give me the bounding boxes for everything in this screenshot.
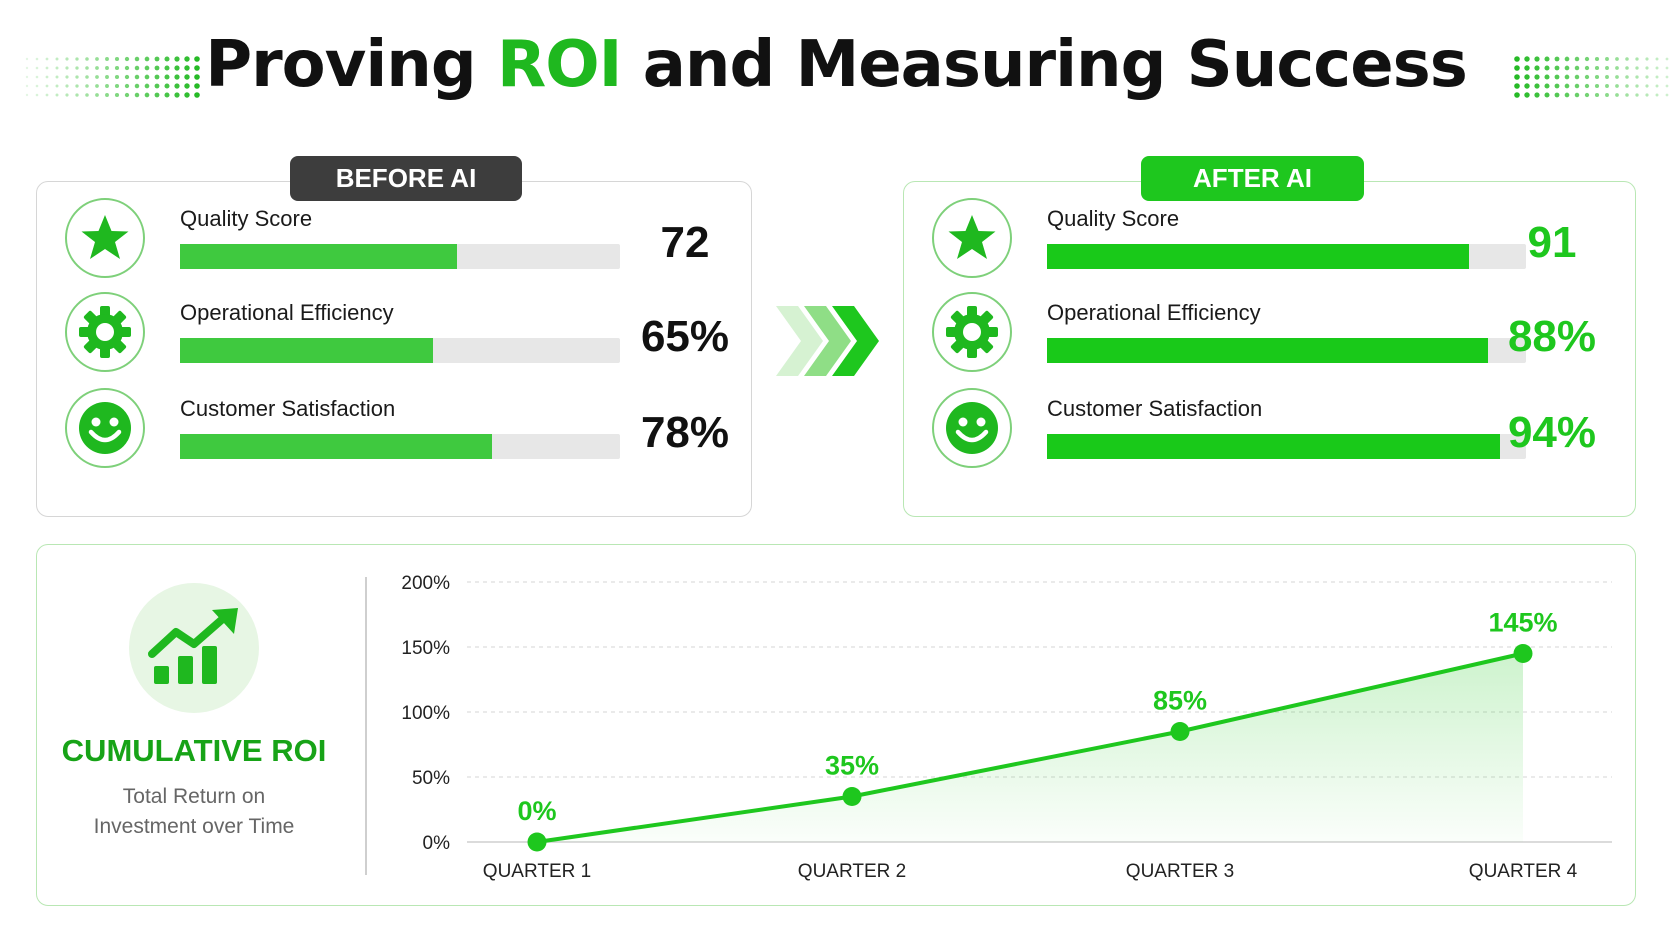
roi-title: CUMULATIVE ROI	[61, 733, 327, 768]
data-label: 35%	[825, 751, 879, 781]
gear-icon	[65, 292, 145, 372]
y-tick-label: 150%	[401, 638, 450, 659]
data-point	[527, 832, 547, 852]
metric-row: Operational Efficiency 88%	[904, 292, 1635, 382]
customer-satisfaction-label: Customer Satisfaction	[1047, 396, 1263, 421]
after-panel: Quality Score 91 Operational Efficiency 88%…	[903, 181, 1636, 517]
roi-divider	[365, 577, 367, 875]
metric-row: Customer Satisfaction 94%	[904, 388, 1635, 478]
quality-score-bar-fill	[1047, 244, 1469, 269]
smiley-icon	[65, 388, 145, 468]
metric-row: Quality Score 72	[37, 198, 751, 288]
operational-efficiency-value: 88%	[1507, 312, 1597, 361]
smiley-icon	[932, 388, 1012, 468]
customer-satisfaction-value: 94%	[1507, 408, 1597, 457]
dot-pattern-left	[25, 56, 200, 98]
quality-score-bar	[180, 244, 620, 269]
quality-score-value: 91	[1527, 218, 1577, 267]
quality-score-label: Quality Score	[1047, 206, 1180, 231]
customer-satisfaction-bar-fill	[180, 434, 493, 459]
operational-efficiency-label: Operational Efficiency	[1047, 300, 1261, 325]
quality-score-label: Quality Score	[180, 206, 313, 231]
data-point	[842, 787, 862, 806]
star-icon	[65, 198, 145, 278]
metric-row: Customer Satisfaction 78%	[37, 388, 751, 478]
customer-satisfaction-value: 78%	[640, 408, 730, 457]
y-tick-label: 50%	[412, 768, 450, 789]
metric-row: Quality Score 91	[904, 198, 1635, 288]
x-tick-label: QUARTER 1	[483, 861, 591, 882]
data-point	[1170, 722, 1190, 741]
star-icon	[932, 198, 1012, 278]
y-tick-label: 0%	[423, 833, 451, 854]
area-fill	[537, 653, 1523, 842]
operational-efficiency-value: 65%	[640, 312, 730, 361]
page-title: Proving ROI and Measuring Success	[0, 28, 1672, 102]
title-accent: ROI	[496, 28, 622, 102]
metric-row: Operational Efficiency 65%	[37, 292, 751, 382]
series-line	[536, 651, 1524, 844]
x-tick-label: QUARTER 4	[1469, 861, 1578, 882]
data-label: 85%	[1153, 686, 1207, 716]
operational-efficiency-bar-fill	[180, 338, 433, 363]
data-point	[1513, 644, 1533, 663]
before-badge: BEFORE AI	[290, 156, 522, 201]
title-suffix: and Measuring Success	[621, 28, 1468, 102]
growth-chart-icon	[129, 583, 259, 713]
customer-satisfaction-label: Customer Satisfaction	[180, 396, 396, 421]
x-tick-label: QUARTER 2	[798, 861, 906, 882]
operational-efficiency-bar	[180, 338, 620, 363]
data-label: 0%	[517, 796, 556, 826]
customer-satisfaction-bar-fill	[1047, 434, 1500, 459]
operational-efficiency-label: Operational Efficiency	[180, 300, 394, 325]
customer-satisfaction-bar	[180, 434, 620, 459]
customer-satisfaction-bar	[1047, 434, 1526, 459]
y-tick-label: 200%	[401, 573, 450, 594]
x-tick-label: QUARTER 3	[1126, 861, 1234, 882]
chevron-arrows-icon	[776, 306, 879, 376]
after-badge: AFTER AI	[1141, 156, 1364, 201]
before-panel: Quality Score 72 Operational Efficiency 65%…	[36, 181, 752, 517]
data-label: 145%	[1488, 608, 1557, 638]
quality-score-value: 72	[660, 218, 710, 267]
title-prefix: Proving	[205, 28, 497, 102]
roi-subtitle: Total Return on Investment over Time	[93, 785, 295, 838]
operational-efficiency-bar	[1047, 338, 1526, 363]
y-tick-label: 100%	[401, 703, 450, 724]
operational-efficiency-bar-fill	[1047, 338, 1488, 363]
quality-score-bar	[1047, 244, 1526, 269]
dot-pattern-right	[1514, 56, 1669, 98]
quality-score-bar-fill	[180, 244, 458, 269]
gear-icon	[932, 292, 1012, 372]
